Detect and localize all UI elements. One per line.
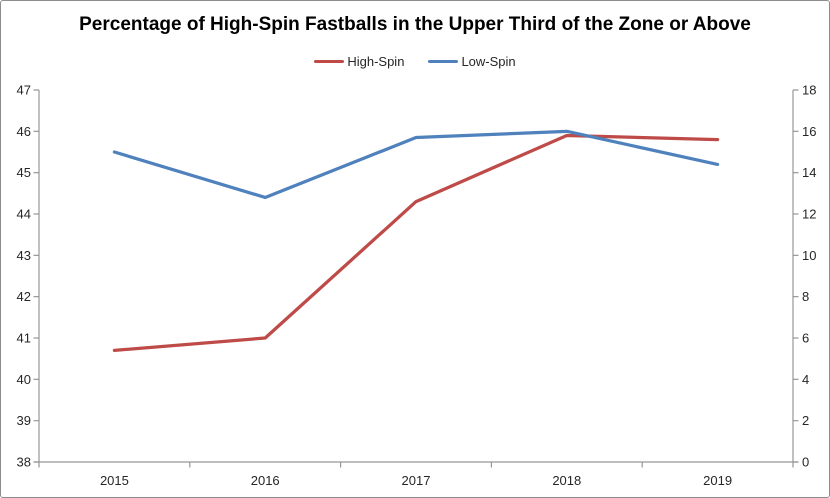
right-axis-tick-label: 6 bbox=[802, 331, 809, 346]
chart-title: Percentage of High-Spin Fastballs in the… bbox=[79, 14, 751, 35]
high-spin-line-swatch bbox=[314, 59, 345, 64]
legend-label-high-spin: High-Spin bbox=[347, 54, 405, 69]
right-axis-tick-label: 16 bbox=[802, 124, 816, 139]
left-axis-tick-label: 42 bbox=[17, 289, 31, 304]
low-spin-line bbox=[112, 129, 720, 200]
x-axis-category-label: 2019 bbox=[703, 473, 732, 488]
right-axis-tick-label: 8 bbox=[802, 289, 809, 304]
right-axis-tick-label: 0 bbox=[802, 455, 809, 470]
left-axis-tick-label: 39 bbox=[17, 413, 31, 428]
left-axis-tick-label: 47 bbox=[17, 83, 31, 98]
left-axis-tick-label: 46 bbox=[17, 124, 31, 139]
legend-label-low-spin: Low-Spin bbox=[461, 54, 516, 69]
right-axis-tick-label: 2 bbox=[802, 413, 809, 428]
x-axis-category-label: 2015 bbox=[100, 473, 129, 488]
x-axis-category-label: 2017 bbox=[402, 473, 431, 488]
left-axis-tick-label: 44 bbox=[17, 207, 31, 222]
legend-item-high-spin[interactable]: High-Spin bbox=[314, 54, 404, 69]
x-axis-category-label: 2016 bbox=[251, 473, 280, 488]
right-axis-tick-label: 4 bbox=[802, 372, 809, 387]
right-axis-tick-label: 10 bbox=[802, 248, 816, 263]
low-spin-line-swatch bbox=[428, 59, 459, 64]
right-axis-tick-label: 12 bbox=[802, 207, 816, 222]
x-axis-category-label: 2018 bbox=[552, 473, 581, 488]
left-axis-tick-label: 45 bbox=[17, 165, 31, 180]
right-axis-tick-label: 14 bbox=[802, 165, 816, 180]
legend-item-low-spin[interactable]: Low-Spin bbox=[428, 54, 516, 69]
left-axis-tick-label: 40 bbox=[17, 372, 31, 387]
left-axis-tick-label: 38 bbox=[17, 455, 31, 470]
left-axis-tick-label: 43 bbox=[17, 248, 31, 263]
high-spin-line bbox=[112, 133, 720, 353]
right-axis-tick-label: 18 bbox=[802, 83, 816, 98]
legend: High-Spin Low-Spin bbox=[1, 54, 829, 69]
left-axis-tick-label: 41 bbox=[17, 331, 31, 346]
